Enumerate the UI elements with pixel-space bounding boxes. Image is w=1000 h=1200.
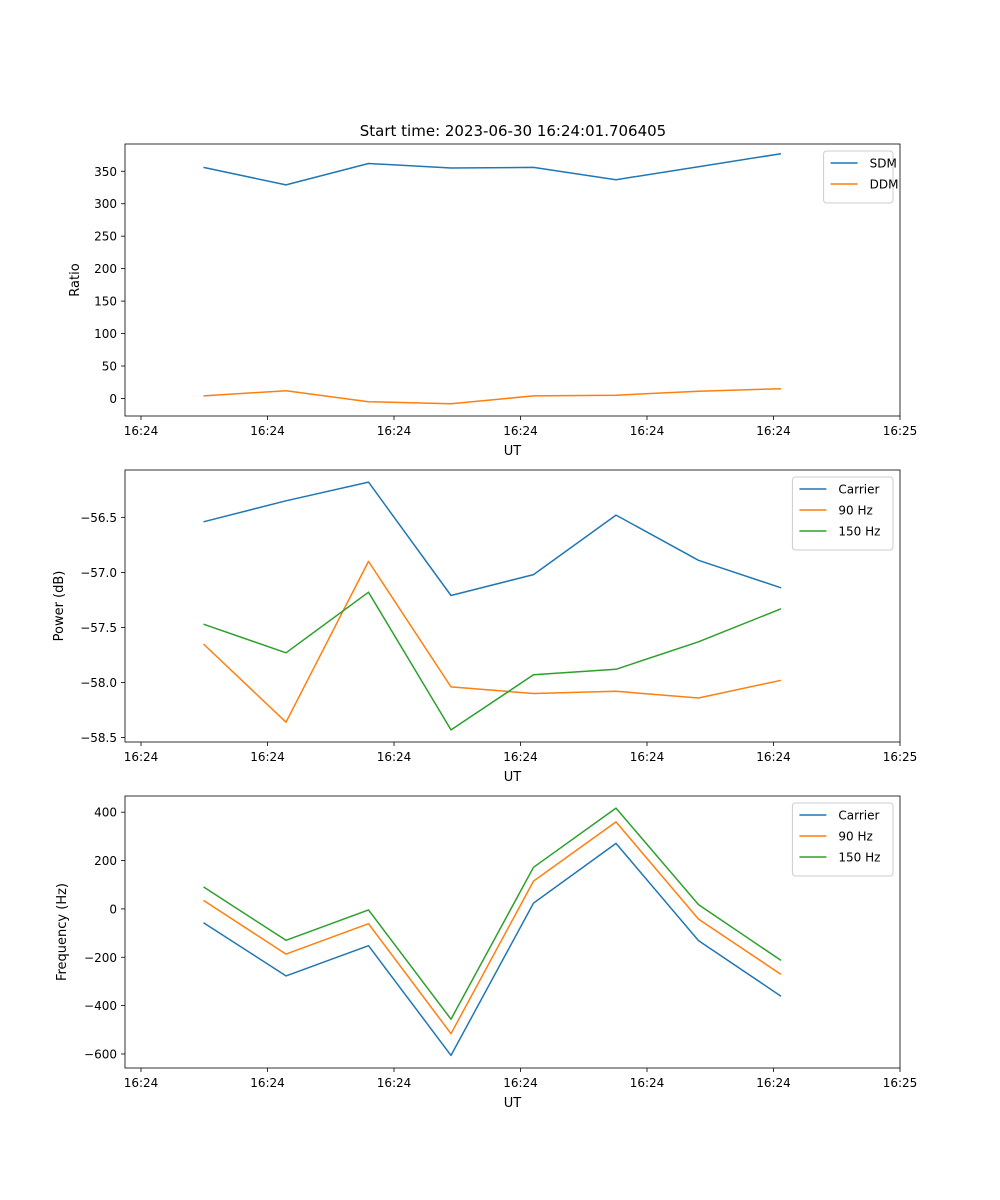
y-tick-label: −400: [84, 999, 117, 1013]
y-tick-label: −57.0: [80, 566, 117, 580]
x-tick-label: 16:24: [756, 424, 791, 438]
x-tick-label: 16:24: [630, 424, 665, 438]
y-tick-label: 400: [94, 806, 117, 820]
series-line-sdm: [203, 152, 782, 186]
subplot-3: 16:24 16:24 16:24 16:24 16:24 16:24 16:25 400 20…: [55, 795, 918, 1111]
x-axis-label: UT: [504, 1096, 522, 1111]
y-tick-label: −200: [84, 951, 117, 965]
x-tick-label: 16:24: [630, 1076, 665, 1090]
y-axis-label: Ratio: [68, 263, 83, 296]
x-tick-label: 16:24: [250, 424, 285, 438]
legend-label: SDM: [870, 157, 897, 171]
x-tick-label: 16:24: [250, 750, 285, 764]
legend-label: Carrier: [838, 483, 879, 497]
legend-label: Carrier: [838, 809, 879, 823]
y-tick-label: −56.5: [80, 511, 117, 525]
y-tick-label: 50: [102, 360, 117, 374]
y-tick-label: −58.5: [80, 731, 117, 745]
y-tick-label: −58.0: [80, 676, 117, 690]
x-tick-label: 16:24: [124, 1076, 159, 1090]
series-line-150-hz: [203, 591, 782, 731]
x-tick-label: 16:24: [503, 424, 538, 438]
x-tick-label: 16:25: [883, 750, 918, 764]
y-tick-label: −600: [84, 1047, 117, 1061]
plot-frame: [124, 795, 901, 1069]
series-line-150-hz: [203, 807, 782, 1020]
series-line-90-hz: [203, 821, 782, 1035]
x-tick-label: 16:24: [756, 750, 791, 764]
subplot-2: 16:24 16:24 16:24 16:24 16:24 16:24 16:25 −56.5…: [52, 469, 918, 785]
legend-label: 150 Hz: [838, 851, 880, 865]
chart-title: Start time: 2023-06-30 16:24:01.706405: [360, 122, 666, 140]
subplot-1: 16:24 16:24 16:24 16:24 16:24 16:24 16:25 0 50 10…: [68, 143, 918, 459]
x-tick-label: 16:24: [250, 1076, 285, 1090]
legend-label: DDM: [870, 178, 899, 192]
y-tick-label: 150: [94, 295, 117, 309]
series-line-90-hz: [202, 560, 782, 723]
x-tick-label: 16:24: [503, 750, 538, 764]
legend-label: 150 Hz: [838, 525, 880, 539]
legend-label: 90 Hz: [838, 830, 872, 844]
y-tick-label: 200: [94, 262, 117, 276]
y-tick-label: 0: [109, 902, 117, 916]
legend: SDM DDM: [823, 150, 899, 204]
x-tick-label: 16:24: [377, 1076, 412, 1090]
x-tick-label: 16:24: [124, 750, 159, 764]
plot-frame: [124, 469, 901, 743]
x-tick-label: 16:24: [377, 750, 412, 764]
x-tick-label: 16:24: [377, 424, 412, 438]
y-tick-label: 350: [94, 165, 117, 179]
y-axis-label: Frequency (Hz): [55, 883, 70, 981]
y-tick-label: −57.5: [80, 621, 117, 635]
legend: Carrier 90 Hz 150 Hz: [791, 802, 894, 877]
x-tick-label: 16:25: [883, 424, 918, 438]
x-tick-label: 16:24: [630, 750, 665, 764]
x-tick-label: 16:24: [503, 1076, 538, 1090]
y-tick-label: 0: [109, 392, 117, 406]
legend: Carrier 90 Hz 150 Hz: [791, 476, 894, 551]
x-axis-label: UT: [504, 770, 522, 785]
x-tick-label: 16:24: [124, 424, 159, 438]
plot-frame: [124, 143, 901, 417]
y-tick-label: 100: [94, 327, 117, 341]
x-tick-label: 16:25: [883, 1076, 918, 1090]
y-tick-label: 250: [94, 230, 117, 244]
legend-label: 90 Hz: [838, 504, 872, 518]
series-line-carrier: [203, 842, 782, 1057]
series-line-ddm: [203, 387, 782, 405]
legend-box: [823, 150, 894, 204]
x-tick-label: 16:24: [756, 1076, 791, 1090]
y-axis-label: Power (dB): [52, 571, 67, 642]
series-line-carrier: [203, 481, 782, 597]
y-tick-label: 300: [94, 197, 117, 211]
y-tick-label: 200: [94, 854, 117, 868]
x-axis-label: UT: [504, 444, 522, 459]
